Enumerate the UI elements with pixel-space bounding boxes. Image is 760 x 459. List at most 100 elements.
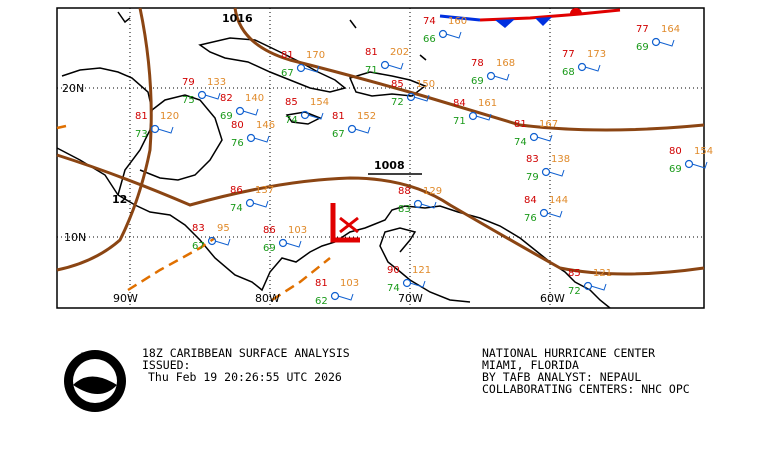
station-temp: 81 (315, 278, 328, 289)
footer-center: NATIONAL HURRICANE CENTER (482, 346, 655, 360)
station-pressure: 173 (587, 49, 606, 60)
wind-barb (242, 108, 259, 116)
wind-barb (409, 280, 426, 288)
station-dewpoint: 67 (281, 68, 294, 79)
station-dewpoint: 69 (263, 243, 276, 254)
station-pressure: 121 (412, 265, 431, 276)
station-pressure: 150 (416, 79, 435, 90)
wind-barb (475, 113, 492, 121)
isobar-label: 12 (112, 193, 127, 206)
station-pressure: 152 (357, 111, 376, 122)
station-temp: 86 (263, 225, 276, 236)
station-dewpoint: 67 (332, 129, 345, 140)
station-pressure: 121 (593, 268, 612, 279)
troughs (56, 124, 331, 302)
station-temp: 81 (135, 111, 148, 122)
wind-barb (548, 169, 565, 177)
footer-issued: ISSUED: (142, 358, 190, 372)
station-pressure: 154 (694, 146, 713, 157)
station-pressure: 103 (340, 278, 359, 289)
station-pressure: 144 (549, 195, 568, 206)
station-pressure: 164 (661, 24, 680, 35)
station-temp: 82 (220, 93, 233, 104)
wind-barb (420, 201, 437, 209)
station-temp: 81 (514, 119, 527, 130)
wind-barb (536, 134, 553, 142)
station-temp: 88 (398, 186, 411, 197)
station-dewpoint: 69 (471, 76, 484, 87)
wind-barb (354, 126, 371, 134)
station-pressure: 129 (423, 186, 442, 197)
station-pressure: 103 (288, 225, 307, 236)
lat-label: 20N (62, 82, 84, 95)
station-pressure: 170 (306, 50, 325, 61)
station-dewpoint: 75 (182, 95, 195, 106)
station-pressure: 154 (310, 97, 329, 108)
wind-barb (590, 283, 607, 291)
station-dewpoint: 74 (387, 283, 400, 294)
lon-label: 60W (540, 292, 565, 305)
station-temp: 84 (524, 195, 537, 206)
logo-text: NOAA (81, 352, 110, 362)
station-dewpoint: 67 (192, 241, 205, 252)
station-temp: 81 (365, 47, 378, 58)
station-plots: 77 164 69 81 202 71 78 168 69 77 173 68 79 133 75 85 150… (135, 16, 713, 307)
station-temp: 80 (231, 120, 244, 131)
station-dewpoint: 72 (391, 97, 404, 108)
footer-title: 18Z CARIBBEAN SURFACE ANALYSIS (142, 346, 350, 360)
station-dewpoint: 83 (398, 204, 411, 215)
wind-barb (337, 293, 354, 301)
noaa-logo: NOAA (64, 350, 126, 412)
station-temp: 78 (471, 58, 484, 69)
wind-barb (204, 92, 221, 100)
station-pressure: 140 (245, 93, 264, 104)
footer-analyst: BY TAFB ANALYST: NEPAUL (482, 370, 641, 384)
station-temp: 85 (568, 268, 581, 279)
station-pressure: 120 (160, 111, 179, 122)
station-temp: 77 (636, 24, 649, 35)
footer-location: MIAMI, FLORIDA (482, 358, 579, 372)
wind-barb (214, 238, 231, 246)
station-dewpoint: 69 (636, 42, 649, 53)
station-dewpoint: 76 (524, 213, 537, 224)
station-temp: 81 (281, 50, 294, 61)
station-temp: 74 (423, 16, 436, 27)
station-pressure: 161 (478, 98, 497, 109)
station-dewpoint: 73 (135, 129, 148, 140)
station-pressure: 168 (496, 58, 515, 69)
station-pressure: 202 (390, 47, 409, 58)
station-temp: 83 (192, 223, 205, 234)
station-dewpoint: 66 (423, 34, 436, 45)
wind-barb (691, 161, 708, 169)
station-temp: 81 (332, 111, 345, 122)
wind-barb (303, 65, 320, 73)
front (439, 7, 621, 28)
station-temp: 84 (453, 98, 466, 109)
footer-time: Thu Feb 19 20:26:55 UTC 2026 (148, 370, 342, 384)
station-dewpoint: 71 (365, 65, 378, 76)
wind-barb (445, 31, 462, 39)
wind-barb (252, 200, 269, 208)
wind-barb (285, 240, 302, 248)
footer-collab: COLLABORATING CENTERS: NHC OPC (482, 382, 690, 396)
wind-barb (387, 62, 404, 70)
isobar-label: 1016 (222, 12, 253, 25)
station-dewpoint: 74 (285, 115, 298, 126)
station-dewpoint: 69 (669, 164, 682, 175)
lon-label: 70W (398, 292, 423, 305)
wind-barb (493, 73, 510, 81)
station-pressure: 167 (539, 119, 558, 130)
wind-barb (413, 94, 430, 102)
station-pressure: 137 (255, 185, 274, 196)
lon-label: 80W (255, 292, 280, 305)
station-dewpoint: 74 (230, 203, 243, 214)
station-dewpoint: 72 (568, 286, 581, 297)
station-dewpoint: 62 (315, 296, 328, 307)
lat-label: 10N (64, 231, 86, 244)
station-dewpoint: 74 (514, 137, 527, 148)
station-dewpoint: 79 (526, 172, 539, 183)
station-temp: 90 (387, 265, 400, 276)
station-dewpoint: 76 (231, 138, 244, 149)
wind-barb (584, 64, 601, 72)
